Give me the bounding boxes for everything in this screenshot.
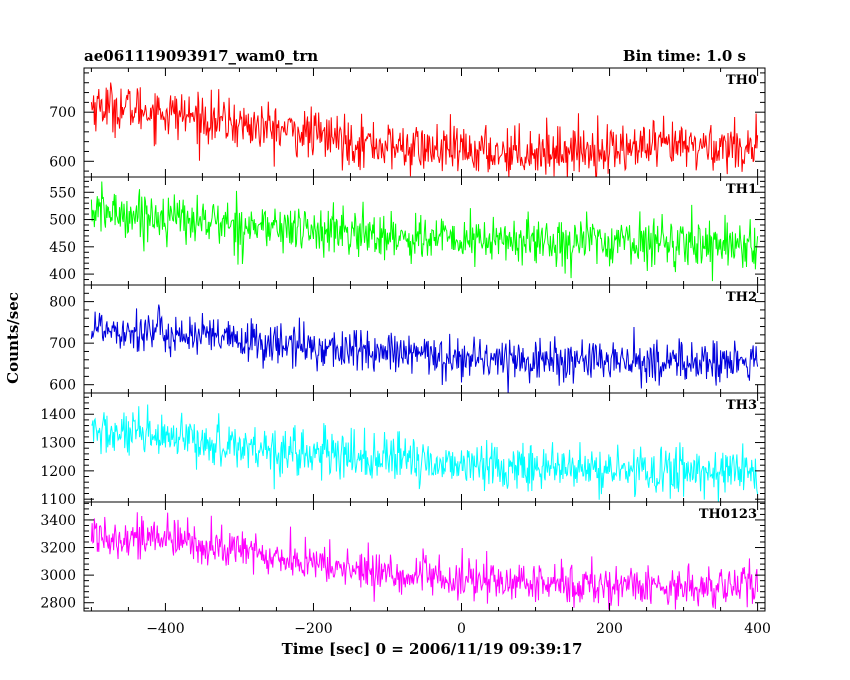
series-line-th2 (90, 304, 759, 393)
chart-title: ae061119093917_wam0_trn (84, 47, 318, 65)
panel-th2: TH2 600 700 800 (49, 284, 766, 394)
y-tick-label: 700 (49, 336, 76, 352)
panel-label-th3: TH3 (726, 398, 757, 413)
y-tick-label: 450 (49, 240, 76, 256)
panel-label-th0: TH0 (726, 73, 757, 88)
y-tick-label: 550 (49, 185, 76, 201)
y-tick-label: 700 (49, 105, 76, 121)
series-line-th1 (90, 181, 759, 282)
bin-time-label: Bin time: 1.0 s (623, 47, 746, 65)
x-tick-label: −400 (146, 621, 184, 637)
series-line-th3 (91, 404, 759, 502)
y-tick-label: 1400 (40, 407, 76, 423)
y-tick-label: 600 (49, 378, 76, 394)
x-tick-label: 0 (457, 621, 466, 637)
panel-label-th1: TH1 (726, 182, 757, 197)
x-axis: −400 −200 0 200 400 (146, 621, 771, 637)
panel-th0123: TH0123 2800 3000 3200 3400 (40, 501, 766, 612)
x-tick-label: −200 (294, 621, 332, 637)
y-axis-title: Counts/sec (4, 292, 22, 384)
series-line-th0 (90, 82, 759, 177)
panel-label-th0123: TH0123 (699, 507, 757, 522)
panel-label-th2: TH2 (726, 290, 757, 305)
y-tick-label: 3400 (40, 513, 76, 529)
y-tick-label: 2800 (40, 596, 76, 612)
x-axis-title: Time [sec] 0 = 2006/11/19 09:39:17 (282, 640, 583, 658)
y-tick-label: 800 (49, 295, 76, 311)
y-tick-label: 1200 (40, 464, 76, 480)
panel-th1: TH1 400 450 500 550 (49, 176, 766, 286)
y-tick-label: 400 (49, 267, 76, 283)
panels-group: TH0 600 700 TH1 400 450 500 550 TH2 600 700 800 TH3 1… (40, 67, 766, 612)
y-tick-label: 3000 (40, 568, 76, 584)
x-tick-label: 400 (744, 621, 771, 637)
y-tick-label: 500 (49, 213, 76, 229)
panel-frame (83, 501, 766, 612)
panel-th3: TH3 1100 1200 1300 1400 (40, 392, 766, 508)
x-tick-label: 200 (596, 621, 623, 637)
panel-th0: TH0 600 700 (49, 67, 766, 178)
series-line-th0123 (90, 512, 759, 610)
y-tick-label: 1100 (40, 492, 76, 508)
y-tick-label: 3200 (40, 541, 76, 557)
y-tick-label: 600 (49, 154, 76, 170)
y-tick-label: 1300 (40, 436, 76, 452)
